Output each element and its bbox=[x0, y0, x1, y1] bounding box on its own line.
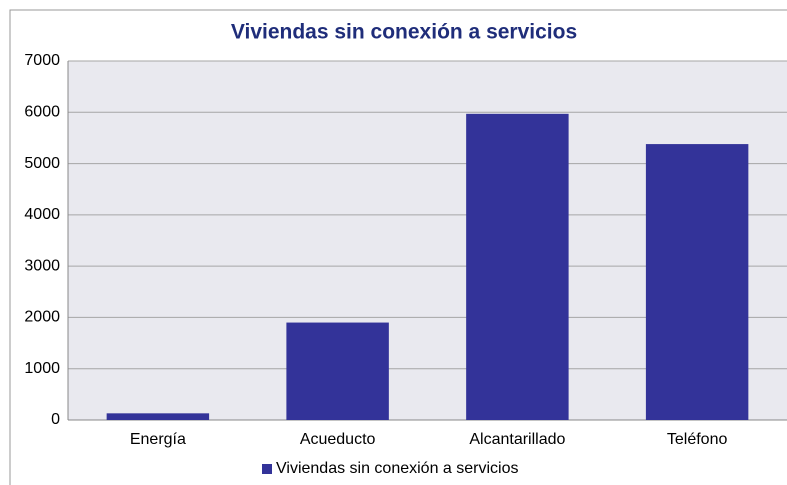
y-tick-label: 1000 bbox=[24, 360, 60, 377]
x-tick-label: Energía bbox=[130, 431, 186, 448]
x-tick-label: Alcantarillado bbox=[469, 431, 565, 448]
y-tick-label: 7000 bbox=[24, 52, 60, 69]
y-tick-label: 0 bbox=[51, 411, 60, 428]
bar bbox=[645, 144, 749, 420]
bar bbox=[106, 413, 210, 420]
legend-label: Viviendas sin conexión a servicios bbox=[276, 460, 519, 477]
x-tick-label: Acueducto bbox=[300, 431, 376, 448]
legend-swatch bbox=[262, 464, 272, 474]
y-tick-label: 6000 bbox=[24, 104, 60, 121]
bar bbox=[286, 322, 389, 420]
bar bbox=[466, 113, 569, 421]
y-tick-label: 4000 bbox=[24, 206, 60, 223]
y-tick-label: 3000 bbox=[24, 257, 60, 274]
y-tick-label: 5000 bbox=[24, 155, 60, 172]
x-tick-label: Teléfono bbox=[667, 431, 728, 448]
chart-title: Viviendas sin conexión a servicios bbox=[231, 21, 577, 44]
y-tick-label: 2000 bbox=[24, 309, 60, 326]
